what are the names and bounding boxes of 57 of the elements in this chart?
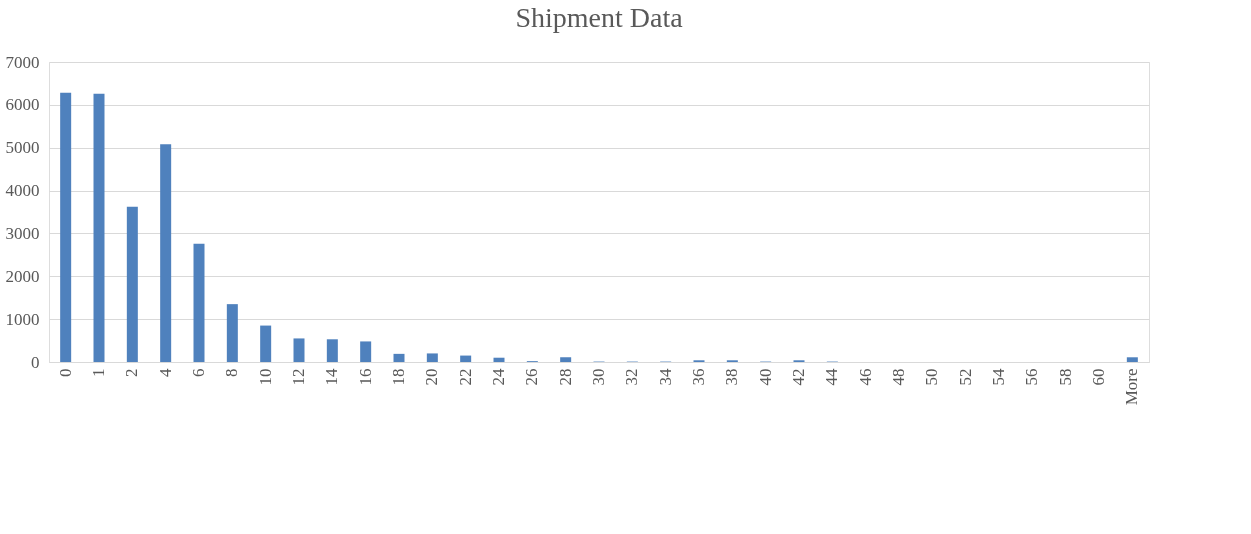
bar bbox=[260, 325, 272, 362]
x-tick-label: 1 bbox=[89, 368, 108, 377]
bar bbox=[393, 353, 405, 362]
x-tick-label: 56 bbox=[1022, 368, 1042, 386]
x-tick-label: 30 bbox=[589, 368, 608, 386]
y-tick-label: 3000 bbox=[5, 223, 40, 243]
x-tick-label: 10 bbox=[255, 368, 275, 386]
x-tick-label: 34 bbox=[655, 368, 675, 386]
bar bbox=[360, 341, 372, 362]
chart-title: Shipment Data bbox=[515, 2, 684, 33]
x-tick-label: 52 bbox=[955, 368, 975, 386]
x-tick-label: 2 bbox=[122, 368, 142, 377]
x-tick-label: 58 bbox=[1055, 368, 1075, 386]
bar bbox=[460, 355, 472, 362]
x-tick-label: 36 bbox=[689, 368, 708, 386]
x-tick-label: 6 bbox=[189, 368, 208, 377]
y-tick-label: 5000 bbox=[5, 138, 40, 158]
x-tick-label: 54 bbox=[989, 368, 1008, 386]
bar bbox=[93, 93, 105, 362]
x-tick-label: 20 bbox=[422, 368, 442, 386]
bar bbox=[226, 304, 238, 362]
x-tick-label: 24 bbox=[489, 368, 508, 386]
x-tick-label: 42 bbox=[789, 368, 808, 386]
x-tick-label: 32 bbox=[622, 368, 642, 386]
x-tick-label: 18 bbox=[389, 368, 408, 386]
x-tick-label: 50 bbox=[922, 368, 942, 386]
bar bbox=[193, 243, 205, 362]
x-tick-label: More bbox=[1122, 368, 1142, 406]
y-tick-label: 6000 bbox=[5, 95, 40, 115]
bar bbox=[126, 206, 138, 362]
x-tick-label: 40 bbox=[755, 368, 775, 386]
x-tick-label: 22 bbox=[455, 368, 475, 386]
y-tick-label: 4000 bbox=[5, 181, 40, 201]
x-tick-label: 28 bbox=[555, 368, 575, 386]
x-tick-label: 46 bbox=[855, 368, 875, 386]
x-tick-label: 0 bbox=[55, 368, 75, 377]
x-tick-label: 16 bbox=[355, 368, 375, 386]
bar bbox=[493, 357, 505, 362]
bar bbox=[60, 92, 72, 362]
x-tick-label: 8 bbox=[222, 368, 242, 377]
bar bbox=[293, 338, 305, 362]
bar bbox=[326, 339, 338, 362]
x-tick-label: 60 bbox=[1089, 368, 1108, 386]
y-tick-label: 2000 bbox=[5, 266, 40, 286]
x-tick-label: 38 bbox=[722, 368, 742, 386]
x-tick-label: 44 bbox=[822, 368, 842, 386]
y-tick-label: 7000 bbox=[5, 52, 40, 72]
x-tick-label: 12 bbox=[289, 368, 308, 386]
bar bbox=[1126, 357, 1138, 362]
x-tick-label: 4 bbox=[155, 368, 175, 377]
x-tick-label: 26 bbox=[522, 368, 542, 386]
x-tick-label: 14 bbox=[322, 368, 342, 386]
bar bbox=[560, 357, 572, 362]
x-tick-label: 48 bbox=[889, 368, 908, 386]
bar bbox=[426, 353, 438, 362]
bar bbox=[160, 144, 172, 362]
y-tick-label: 1000 bbox=[5, 309, 40, 329]
